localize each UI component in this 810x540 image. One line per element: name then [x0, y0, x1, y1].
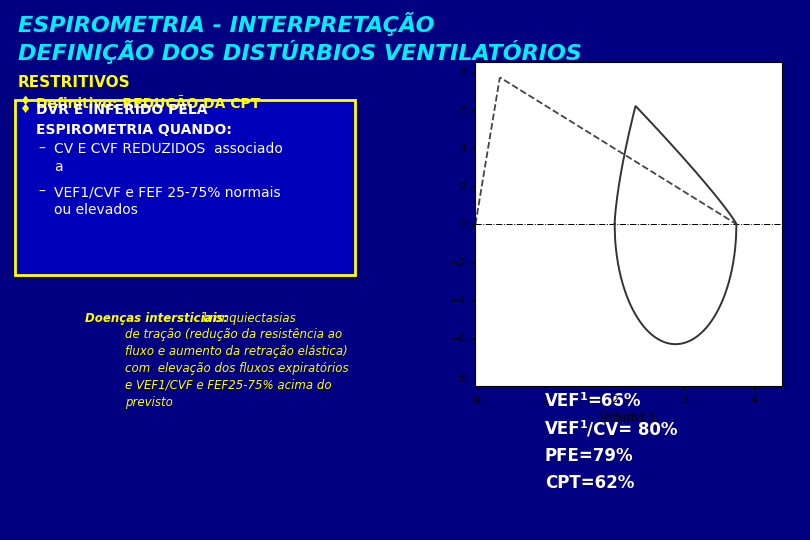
X-axis label: Volume L: Volume L [600, 411, 657, 424]
Text: CV E CVF REDUZIDOS  associado
a: CV E CVF REDUZIDOS associado a [54, 142, 283, 174]
Text: =66%: =66% [587, 392, 641, 410]
Text: PFE=79%: PFE=79% [545, 447, 633, 465]
FancyBboxPatch shape [15, 100, 355, 275]
Text: de tração (redução da resistência ao
fluxo e aumento da retração elástica)
com  : de tração (redução da resistência ao flu… [125, 328, 348, 409]
Text: VEF: VEF [545, 420, 581, 438]
Text: ♦: ♦ [20, 95, 32, 108]
Text: ♦: ♦ [20, 103, 32, 116]
Text: VEF1/CVF e FEF 25-75% normais
ou elevados: VEF1/CVF e FEF 25-75% normais ou elevado… [54, 185, 280, 218]
Text: 1: 1 [580, 392, 588, 402]
Text: Definitivo: REDUÇÃO DA CPT: Definitivo: REDUÇÃO DA CPT [36, 95, 260, 111]
Text: –: – [38, 185, 45, 199]
Text: ESPIROMETRIA - INTERPRETAÇÃO: ESPIROMETRIA - INTERPRETAÇÃO [18, 12, 434, 36]
Text: DVR É INFERIDO PELA
ESPIROMETRIA QUANDO:: DVR É INFERIDO PELA ESPIROMETRIA QUANDO: [36, 103, 232, 137]
Text: DEFINIÇÃO DOS DISTÚRBIOS VENTILATÓRIOS: DEFINIÇÃO DOS DISTÚRBIOS VENTILATÓRIOS [18, 40, 582, 64]
Text: VEF: VEF [545, 392, 581, 410]
Text: –: – [38, 142, 45, 156]
Text: bronquiectasias: bronquiectasias [203, 312, 296, 325]
Text: Doenças intersticiais:: Doenças intersticiais: [85, 312, 228, 325]
Text: RESTRITIVOS: RESTRITIVOS [18, 75, 130, 90]
Text: CPT=62%: CPT=62% [545, 474, 634, 492]
Text: /CV= 80%: /CV= 80% [587, 420, 677, 438]
Text: 1: 1 [580, 420, 588, 430]
